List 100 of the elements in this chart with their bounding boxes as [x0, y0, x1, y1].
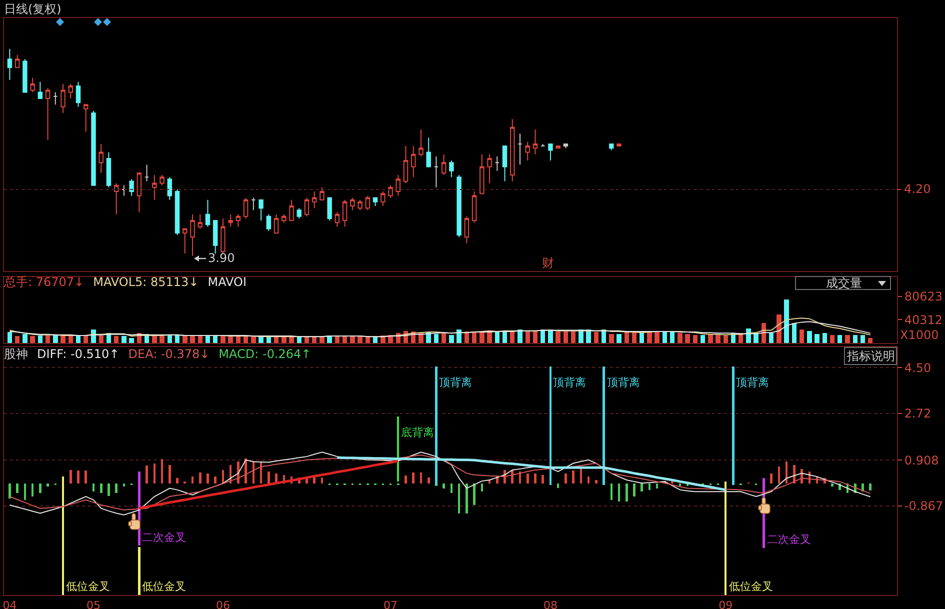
bar: [830, 334, 835, 343]
bar: [602, 366, 605, 485]
bar: [8, 484, 11, 498]
bar: [768, 333, 774, 343]
chart-title: 成交量: [826, 276, 862, 290]
bar: [625, 484, 628, 502]
annotation: 指标说明: [846, 349, 895, 363]
candlestick: [334, 212, 340, 228]
candlestick: [380, 191, 386, 207]
dropdown: 成交量: [795, 276, 891, 290]
candlestick: [312, 191, 317, 209]
series-label: 二次金叉: [142, 531, 186, 544]
bar: [549, 366, 552, 485]
bar: [594, 332, 599, 343]
bar: [532, 331, 538, 343]
bar: [466, 484, 468, 514]
bar: [860, 334, 866, 343]
text: MACD: -0.264↑: [218, 347, 312, 361]
bar: [176, 478, 178, 484]
bar: [540, 330, 546, 343]
candlestick: [365, 195, 370, 211]
candlestick: [68, 83, 74, 99]
bar: [16, 484, 18, 494]
text: 低位金叉: [729, 580, 773, 593]
text: MAVOI: [208, 275, 247, 289]
bar: [449, 334, 454, 343]
bar: [732, 366, 734, 485]
series-label: 顶背离: [553, 376, 586, 389]
bar: [609, 334, 614, 343]
candlestick: [182, 228, 188, 254]
series-label: 底背离: [401, 426, 434, 439]
bar: [220, 335, 226, 343]
bar: [692, 334, 698, 343]
bar: [84, 470, 88, 484]
bar: [350, 336, 355, 343]
bar: [138, 546, 140, 595]
candlestick: [464, 216, 470, 244]
bar: [152, 335, 157, 343]
bar: [167, 335, 172, 343]
bar: [427, 478, 430, 484]
candlestick: [609, 143, 614, 151]
candlestick: [160, 174, 164, 186]
candlestick: [525, 141, 530, 162]
candlestick: [556, 146, 560, 149]
bar: [30, 336, 35, 343]
candlestick: [7, 48, 12, 80]
text: 顶背离: [439, 376, 472, 389]
bar: [46, 484, 49, 487]
x-tick-label: 09: [718, 599, 733, 609]
bar: [289, 336, 294, 343]
bar: [838, 334, 842, 343]
text: X1000: [900, 328, 939, 342]
bar: [792, 322, 797, 343]
x-tick-label: 07: [384, 599, 398, 609]
bar: [776, 314, 782, 343]
candlestick: [205, 199, 210, 228]
candlestick: [532, 129, 538, 155]
candlestick: [22, 58, 28, 93]
bar: [868, 338, 873, 343]
candlestick: [411, 146, 416, 178]
candlestick: [84, 104, 88, 132]
y-tick-label: 80623: [904, 290, 943, 304]
bar: [542, 474, 544, 484]
y-tick-label: 40312: [904, 312, 943, 327]
candlestick: [304, 197, 310, 217]
bar: [723, 335, 728, 343]
bar: [845, 334, 850, 343]
candlestick: [426, 137, 431, 168]
candlestick: [480, 154, 484, 194]
candlestick: [174, 188, 180, 236]
bar: [716, 334, 720, 343]
x-tick-label: 04: [2, 599, 17, 609]
bar: [228, 336, 233, 343]
bar: [548, 330, 553, 343]
bar: [570, 331, 576, 343]
bar: [244, 458, 247, 484]
candlestick: [152, 174, 157, 200]
bar: [656, 484, 658, 488]
y-tick-label: 0.908: [904, 453, 939, 468]
candlestick: [296, 208, 302, 219]
candlestick: [418, 129, 424, 157]
bar: [68, 336, 73, 343]
candlestick: [190, 214, 195, 256]
bar: [784, 300, 789, 343]
line-series: [336, 456, 727, 492]
bar: [662, 331, 668, 343]
candlestick: [358, 199, 362, 211]
text: 二次金叉: [767, 533, 811, 546]
text: 低位金叉: [66, 580, 110, 593]
candlestick: [106, 152, 112, 188]
candlestick: [198, 214, 202, 230]
bar: [564, 473, 567, 484]
candlestick: [266, 214, 272, 232]
candlestick: [487, 154, 492, 184]
candlestick: [320, 186, 324, 200]
bar: [572, 470, 574, 484]
candlestick: [228, 214, 233, 228]
bar: [724, 482, 727, 595]
y-tick-label: 4.50: [904, 360, 932, 375]
bar: [122, 336, 126, 343]
